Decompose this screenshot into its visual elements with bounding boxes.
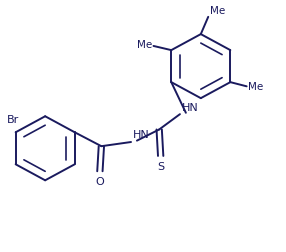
Text: S: S bbox=[157, 162, 164, 172]
Text: Me: Me bbox=[248, 82, 263, 92]
Text: Me: Me bbox=[210, 6, 225, 16]
Text: Br: Br bbox=[7, 115, 19, 125]
Text: HN: HN bbox=[181, 103, 198, 113]
Text: Me: Me bbox=[137, 40, 152, 50]
Text: O: O bbox=[96, 177, 104, 187]
Text: HN: HN bbox=[132, 130, 149, 140]
